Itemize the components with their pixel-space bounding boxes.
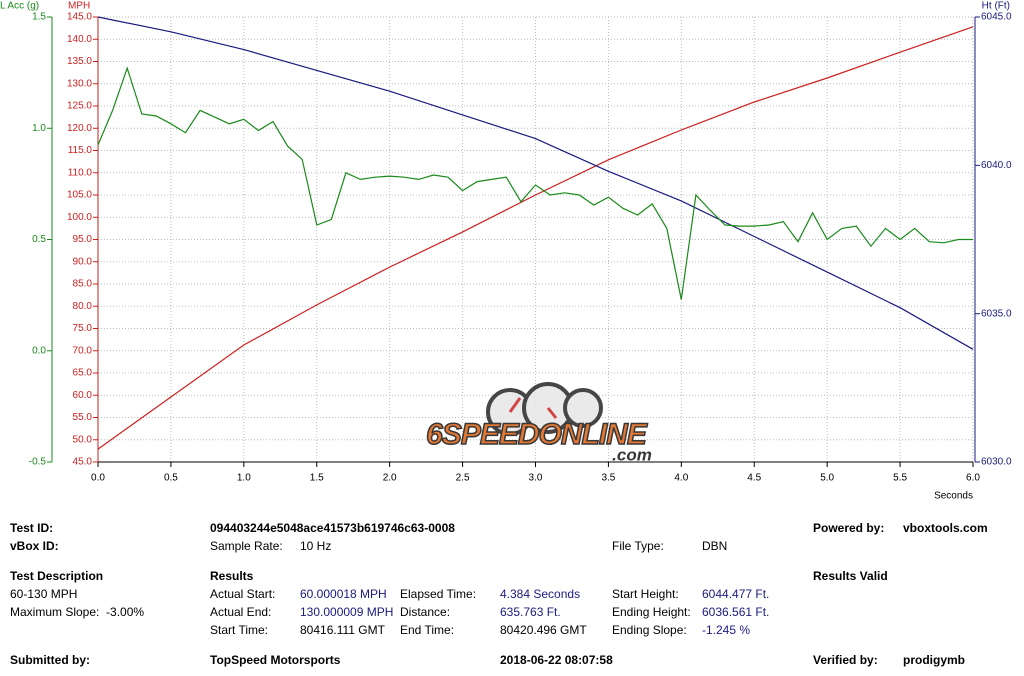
y2-tick-label: 6045.0 xyxy=(981,12,1012,23)
value: 6036.561 Ft. xyxy=(702,605,770,619)
y-tick-label: 95.0 xyxy=(73,234,93,245)
label: Submitted by: xyxy=(10,653,90,667)
y-tick-label: 80.0 xyxy=(73,301,93,312)
y2-tick-label: 6035.0 xyxy=(981,308,1012,319)
value: 094403244e5048ace41573b619746c63-0008 xyxy=(210,521,455,535)
value: 4.384 Seconds xyxy=(500,587,581,601)
text: 60-130 MPH xyxy=(10,587,78,601)
x-tick-label: 6.0 xyxy=(966,473,980,484)
label: vBox ID: xyxy=(10,539,59,553)
label: Ending Slope: xyxy=(612,623,687,637)
x-tick-label: 0.5 xyxy=(164,473,178,484)
y3-tick-label: 0.5 xyxy=(32,234,46,245)
label: Test ID: xyxy=(10,521,54,535)
x-tick-label: 4.0 xyxy=(674,473,688,484)
y-tick-label: 55.0 xyxy=(73,412,93,423)
y-tick-label: 100.0 xyxy=(67,212,92,223)
y3-axis-label: L Acc (g) xyxy=(0,1,39,12)
gauge-needle xyxy=(508,397,522,413)
x-tick-label: 3.0 xyxy=(529,473,543,484)
status: Results Valid xyxy=(813,569,888,583)
logo-suffix: .com xyxy=(612,445,652,464)
value: 80416.111 GMT xyxy=(300,623,385,637)
plot: 0.0 0.5 1.0 1.5 2.0 2.5 3.0 3.5 4.0 4.5 5.0 5.5 6.0 4… xyxy=(29,12,1012,484)
y3-tick-label: 0.0 xyxy=(32,345,46,356)
x-tick-label: 0.0 xyxy=(91,473,105,484)
y-tick-label: 135.0 xyxy=(67,56,92,67)
y3-tick-label: -0.5 xyxy=(29,457,47,468)
series-line xyxy=(97,66,973,300)
date: 2018-06-22 08:07:58 xyxy=(500,653,613,667)
value: 60.000018 MPH xyxy=(300,587,387,601)
y-tick-label: 125.0 xyxy=(67,101,92,112)
label: Powered by: xyxy=(813,521,885,535)
logo: 6SPEEDONLINE .com xyxy=(425,382,652,464)
y-tick-label: 70.0 xyxy=(73,345,93,356)
value: 6044.477 Ft. xyxy=(702,587,770,601)
y3-tick-label: 1.5 xyxy=(32,12,46,23)
y-tick-label: 105.0 xyxy=(67,190,92,201)
value: TopSpeed Motorsports xyxy=(210,653,341,667)
gauge xyxy=(563,388,603,428)
x-tick-label: 5.5 xyxy=(893,473,907,484)
value: -1.245 % xyxy=(702,623,751,637)
x-tick-label: 2.5 xyxy=(456,473,470,484)
y2-tick-label: 6030.0 xyxy=(981,457,1012,468)
label: Ending Height: xyxy=(612,605,691,619)
value: 80420.496 GMT xyxy=(500,623,587,637)
y-tick-label: 130.0 xyxy=(67,78,92,89)
y-tick-label: 60.0 xyxy=(73,390,93,401)
y-tick-label: 90.0 xyxy=(73,256,93,267)
y3-tick-label: 1.0 xyxy=(32,123,46,134)
label: Verified by: xyxy=(813,653,878,667)
label: Elapsed Time: xyxy=(400,587,477,601)
x-axis-label: Seconds xyxy=(934,491,973,500)
x-tick-label: 2.0 xyxy=(383,473,397,484)
y-tick-label: 85.0 xyxy=(73,279,93,290)
logo-text: 6SPEEDONLINE xyxy=(426,418,648,451)
value: 130.000009 MPH xyxy=(300,605,394,619)
y-tick-label: 50.0 xyxy=(73,434,93,445)
label: Start Time: xyxy=(210,623,269,637)
y-tick-label: 110.0 xyxy=(68,167,93,178)
series-line xyxy=(97,26,974,450)
value: 10 Hz xyxy=(300,539,332,553)
y-tick-label: 140.0 xyxy=(67,34,92,45)
value: 635.763 Ft. xyxy=(500,605,561,619)
gauge-needle xyxy=(546,407,558,419)
series-line xyxy=(97,16,974,350)
x-tick-label: 3.5 xyxy=(601,473,615,484)
heading: Results xyxy=(210,569,254,583)
label: Actual Start: xyxy=(210,587,276,601)
heading: Test Description xyxy=(10,569,104,583)
value: vboxtools.com xyxy=(903,521,988,535)
label: Sample Rate: xyxy=(210,539,283,553)
y-tick-label: 45.0 xyxy=(73,457,93,468)
value: prodigymb xyxy=(903,653,965,667)
y-axis-label: MPH xyxy=(68,1,90,12)
x-tick-label: 1.0 xyxy=(237,473,251,484)
y-tick-label: 115.0 xyxy=(68,145,93,156)
y-tick-label: 120.0 xyxy=(67,123,92,134)
label: Start Height: xyxy=(612,587,679,601)
y-tick-label: 145.0 xyxy=(67,12,92,23)
text: Maximum Slope: -3.00% xyxy=(10,605,145,619)
x-tick-label: 4.5 xyxy=(747,473,761,484)
y-tick-label: 65.0 xyxy=(73,368,93,379)
y-tick-label: 75.0 xyxy=(73,323,93,334)
x-tick-label: 5.0 xyxy=(820,473,834,484)
y2-tick-label: 6040.0 xyxy=(981,160,1012,171)
value: DBN xyxy=(702,539,728,553)
x-tick-label: 1.5 xyxy=(310,473,324,484)
label: End Time: xyxy=(400,623,455,637)
label: File Type: xyxy=(612,539,664,553)
chart: 0.0 0.5 1.0 1.5 2.0 2.5 3.0 3.5 4.0 4.5 5.0 5.5 6.0 4… xyxy=(0,1,1012,500)
label: Actual End: xyxy=(210,605,272,619)
y2-axis-label: Ht (Ft) xyxy=(982,1,1010,12)
label: Distance: xyxy=(400,605,451,619)
